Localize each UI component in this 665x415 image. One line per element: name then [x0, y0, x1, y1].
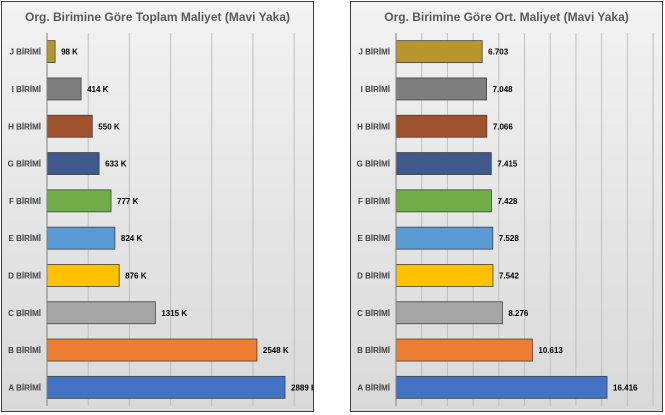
data-label: 2889 K [291, 383, 313, 392]
chart-title: Org. Birimine Göre Toplam Maliyet (Mavi … [25, 10, 290, 24]
bar [395, 189, 492, 213]
data-label: 7.066 [493, 122, 514, 131]
category-label: D BİRİMİ [357, 271, 390, 280]
category-label: J BİRİMİ [9, 48, 41, 57]
bar [46, 264, 120, 287]
category-label: D BİRİMİ [8, 271, 41, 280]
data-label: 10.613 [538, 346, 563, 355]
bar [395, 152, 492, 175]
category-label: H BİRİMİ [8, 122, 41, 131]
bar [395, 264, 494, 287]
category-label: F BİRİMİ [358, 197, 390, 206]
bar [395, 40, 483, 64]
data-label: 777 K [117, 197, 139, 206]
bar [46, 77, 82, 101]
category-label: B BİRİMİ [357, 346, 390, 355]
data-label: 16.416 [613, 383, 638, 392]
bar [46, 338, 258, 362]
data-label: 8.276 [508, 309, 529, 318]
data-label: 414 K [87, 85, 109, 94]
chart-panel-average-cost: Org. Birimine Göre Ort. Maliyet (Mavi Ya… [350, 1, 663, 412]
bar [46, 189, 112, 213]
bar [46, 375, 286, 399]
data-label: 98 K [61, 48, 78, 57]
data-label: 7.528 [499, 234, 520, 243]
data-label: 1315 K [161, 309, 187, 318]
category-label: C BİRİMİ [357, 309, 390, 318]
category-label: A BİRİMİ [8, 383, 41, 392]
bar [46, 226, 116, 250]
data-label: 2548 K [263, 346, 289, 355]
bar [46, 114, 93, 138]
data-label: 7.542 [499, 271, 520, 280]
category-label: I BİRİMİ [361, 85, 390, 94]
bar [395, 301, 503, 325]
data-label: 7.415 [497, 160, 518, 169]
data-label: 7.428 [497, 197, 518, 206]
category-label: E BİRİMİ [9, 234, 41, 243]
category-label: H BİRİMİ [357, 122, 390, 131]
category-label: C BİRİMİ [8, 309, 41, 318]
data-label: 550 K [98, 122, 120, 131]
data-label: 876 K [125, 271, 147, 280]
category-label: B BİRİMİ [8, 346, 41, 355]
chart-panel-total-cost: Org. Birimine Göre Toplam Maliyet (Mavi … [1, 1, 314, 412]
bar [395, 338, 533, 362]
data-label: 6.703 [488, 48, 509, 57]
category-label: G BİRİMİ [8, 160, 41, 169]
category-label: A BİRİMİ [357, 383, 390, 392]
category-label: I BİRİMİ [12, 85, 41, 94]
category-label: J BİRİMİ [358, 48, 390, 57]
bar-chart-average-cost: J BİRİMİ 6.703 I BİRİMİ 7.048 H BİRİMİ 7.066 G… [357, 33, 654, 406]
data-label: 824 K [121, 234, 143, 243]
category-label: F BİRİMİ [9, 197, 41, 206]
data-label: 7.048 [493, 85, 514, 94]
bar [395, 77, 487, 101]
bar [46, 301, 156, 325]
bar [46, 152, 100, 175]
bar [395, 114, 488, 138]
data-label: 633 K [105, 160, 127, 169]
bar-chart-total-cost: J BİRİMİ 98 K I BİRİMİ 414 K H BİRİMİ 550 K G … [8, 33, 313, 406]
bar [395, 375, 608, 399]
category-label: G BİRİMİ [357, 160, 390, 169]
chart-title: Org. Birimine Göre Ort. Maliyet (Mavi Ya… [384, 10, 629, 24]
bar [395, 226, 494, 250]
bar [46, 40, 56, 64]
category-label: E BİRİMİ [358, 234, 390, 243]
